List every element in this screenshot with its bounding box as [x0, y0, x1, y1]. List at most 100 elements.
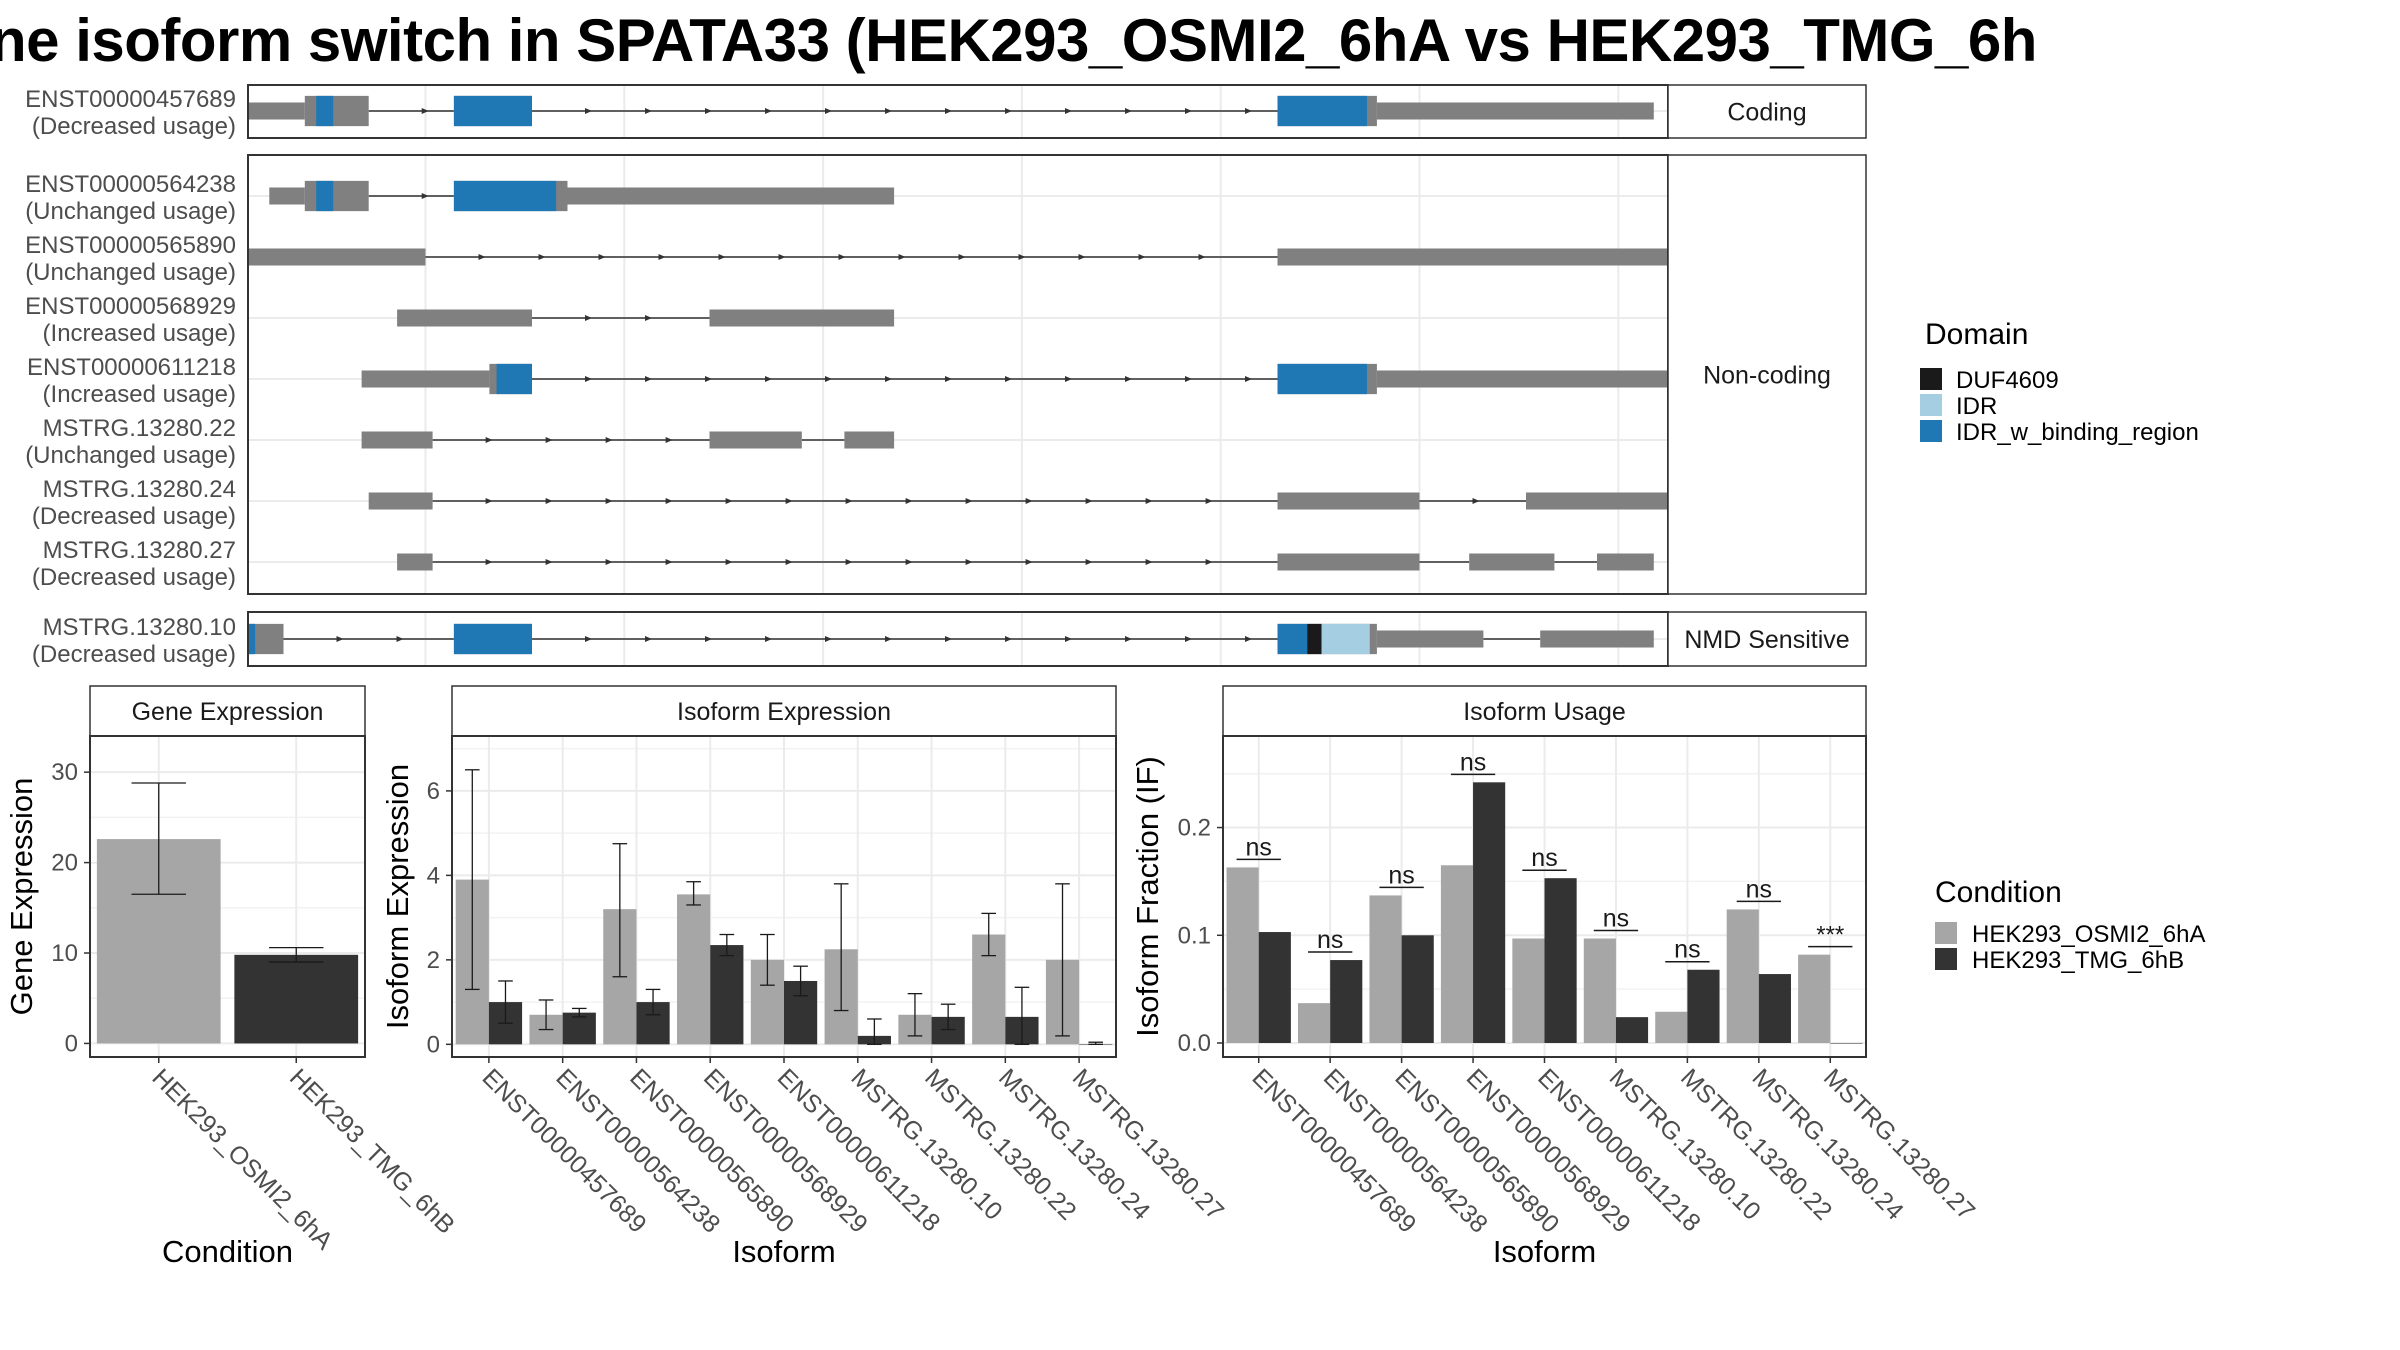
intron-arrow — [1205, 559, 1213, 565]
intron-arrow — [1025, 498, 1033, 504]
panel-title: Isoform Usage — [1463, 698, 1626, 726]
intron-arrow — [585, 376, 592, 382]
transcript-usage-label: (Decreased usage) — [32, 113, 236, 140]
intron-arrow — [605, 437, 613, 443]
transcript-usage-label: (Unchanged usage) — [25, 198, 236, 225]
intron-arrow — [898, 254, 906, 260]
significance-label: ns — [1603, 905, 1629, 933]
y-tick-label: 0 — [427, 1031, 440, 1058]
bar — [1440, 865, 1474, 1043]
y-axis-title: Isoform Expression — [380, 764, 415, 1029]
transcript-id-label: MSTRG.13280.10 — [43, 614, 236, 641]
intron-arrow — [645, 315, 652, 321]
significance-label: ns — [1531, 844, 1557, 872]
intron-arrow — [885, 636, 892, 642]
intron-arrow — [545, 559, 553, 565]
intron-arrow — [1145, 559, 1153, 565]
facet-strip-label: Coding — [1727, 99, 1806, 127]
bar — [1226, 867, 1259, 1043]
facet-strip — [1667, 611, 1867, 667]
exon — [304, 180, 369, 212]
legend-key — [1920, 420, 1942, 442]
transcript-usage-label: (Increased usage) — [43, 320, 236, 347]
legend-title: Condition — [1935, 876, 2062, 909]
intron-arrow — [885, 376, 892, 382]
bar — [1512, 938, 1545, 1043]
intron-arrow — [725, 498, 733, 504]
bar — [677, 894, 711, 1045]
intron-arrow — [838, 254, 846, 260]
intron-arrow — [1138, 254, 1146, 260]
intron-arrow — [665, 437, 673, 443]
y-tick-label: 4 — [427, 862, 440, 889]
significance-label: *** — [1816, 922, 1844, 949]
intron-arrow — [905, 498, 913, 504]
transcript-id-label: ENST00000565890 — [25, 232, 236, 259]
intron-arrow — [765, 636, 772, 642]
transcript-usage-label: (Decreased usage) — [32, 641, 236, 668]
domain-IDR — [1321, 623, 1370, 655]
intron-arrow — [965, 559, 973, 565]
intron-arrow — [478, 254, 486, 260]
bar — [562, 1012, 596, 1045]
intron-arrow — [825, 108, 832, 114]
intron-arrow — [825, 376, 832, 382]
facet-strip-label: Non-coding — [1703, 362, 1831, 390]
intron-arrow — [1245, 376, 1252, 382]
legend-key — [1935, 922, 1957, 944]
facet-strip — [451, 685, 1117, 737]
intron-arrow — [598, 254, 606, 260]
bar — [1655, 1011, 1688, 1043]
bar — [1798, 954, 1831, 1043]
intron-arrow — [785, 559, 793, 565]
intron-arrow — [1185, 376, 1192, 382]
domain-IDR_w_binding_region — [1277, 623, 1308, 655]
exon — [1376, 630, 1484, 648]
exon — [1277, 553, 1420, 571]
intron-arrow — [665, 498, 673, 504]
y-tick-label: 2 — [427, 947, 440, 974]
intron-arrow — [1065, 376, 1072, 382]
intron-arrow — [605, 498, 613, 504]
exon — [1376, 102, 1654, 120]
bar — [1258, 932, 1291, 1043]
domain-IDR_w_binding_region — [453, 95, 532, 127]
y-tick-label: 6 — [427, 778, 440, 805]
intron-arrow — [945, 636, 952, 642]
exon — [567, 187, 895, 205]
legend-key — [1935, 948, 1957, 970]
bar — [1726, 909, 1759, 1043]
legend-label: HEK293_TMG_6hB — [1972, 947, 2184, 974]
exon — [1376, 370, 1667, 388]
transcript-usage-label: (Unchanged usage) — [25, 442, 236, 469]
exon — [361, 431, 433, 449]
intron-arrow — [645, 636, 652, 642]
intron-arrow — [545, 437, 553, 443]
domain-IDR_w_binding_region — [1277, 95, 1367, 127]
intron-arrow — [1078, 254, 1086, 260]
facet-strip — [1667, 84, 1867, 139]
intron-arrow — [645, 108, 652, 114]
intron-arrow — [585, 636, 592, 642]
intron-arrow — [765, 108, 772, 114]
domain-IDR_w_binding_region — [316, 95, 334, 127]
exon — [1469, 553, 1555, 571]
transcript-id-label: MSTRG.13280.24 — [43, 476, 236, 503]
exon — [249, 102, 305, 120]
intron-arrow — [585, 315, 592, 321]
intron-arrow — [1125, 376, 1132, 382]
exon — [709, 309, 895, 327]
intron-arrow — [965, 498, 973, 504]
bar — [234, 954, 359, 1044]
exon — [361, 370, 490, 388]
significance-label: ns — [1746, 875, 1772, 903]
bar — [1615, 1017, 1649, 1043]
transcript-id-label: MSTRG.13280.22 — [43, 415, 236, 442]
exon — [1540, 630, 1654, 648]
transcript-id-label: ENST00000568929 — [25, 293, 236, 320]
intron-arrow — [1198, 254, 1206, 260]
intron-arrow — [421, 193, 429, 199]
intron-arrow — [605, 559, 613, 565]
intron-arrow — [785, 498, 793, 504]
intron-arrow — [765, 376, 772, 382]
